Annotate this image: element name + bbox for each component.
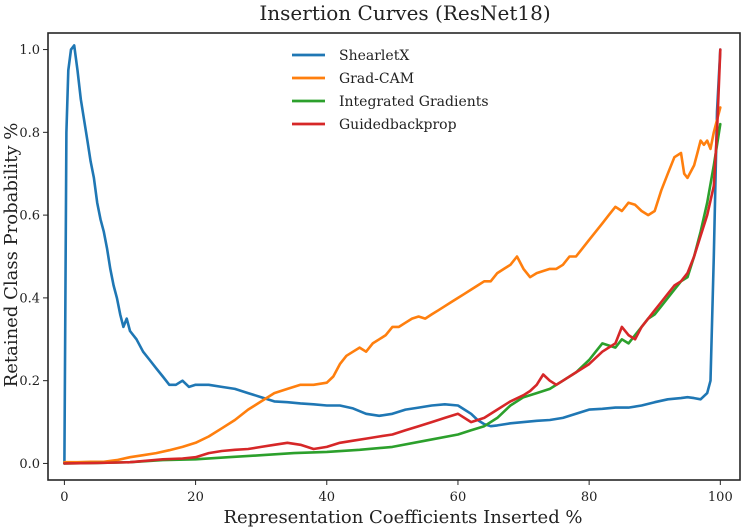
- chart-title: Insertion Curves (ResNet18): [259, 1, 550, 25]
- y-axis-label: Retained Class Probability %: [1, 123, 22, 388]
- legend-label: Grad-CAM: [339, 71, 414, 87]
- legend: ShearletX Grad-CAM Integrated Gradients Gui…: [292, 48, 489, 133]
- y-tick-label: 0.2: [19, 374, 40, 389]
- x-tick-label: 40: [318, 490, 335, 505]
- legend-label: ShearletX: [339, 48, 409, 64]
- y-tick-label: 0.4: [19, 291, 40, 306]
- axis-ticks: 0 20 40 60 80 100 0.0 0.2 0.4 0.6 0.8 1.0: [19, 43, 732, 505]
- legend-label: Integrated Gradients: [339, 94, 489, 110]
- x-tick-label: 20: [187, 490, 204, 505]
- y-tick-label: 0.0: [19, 457, 40, 472]
- x-axis-label: Representation Coefficients Inserted %: [223, 507, 582, 527]
- x-tick-label: 100: [708, 490, 733, 505]
- x-tick-label: 0: [60, 490, 68, 505]
- y-tick-label: 1.0: [19, 43, 40, 58]
- series-line-grad-cam: [63, 106, 722, 464]
- y-tick-label: 0.8: [19, 126, 40, 141]
- series-line-shearletx: [63, 44, 722, 465]
- axes-frame: [47, 32, 741, 481]
- x-tick-label: 80: [581, 490, 598, 505]
- plot-area: [63, 44, 722, 465]
- series-line-guidedbackprop: [63, 48, 722, 465]
- x-tick-label: 60: [450, 490, 467, 505]
- y-tick-label: 0.6: [19, 209, 40, 224]
- legend-label: Guidedbackprop: [339, 117, 457, 133]
